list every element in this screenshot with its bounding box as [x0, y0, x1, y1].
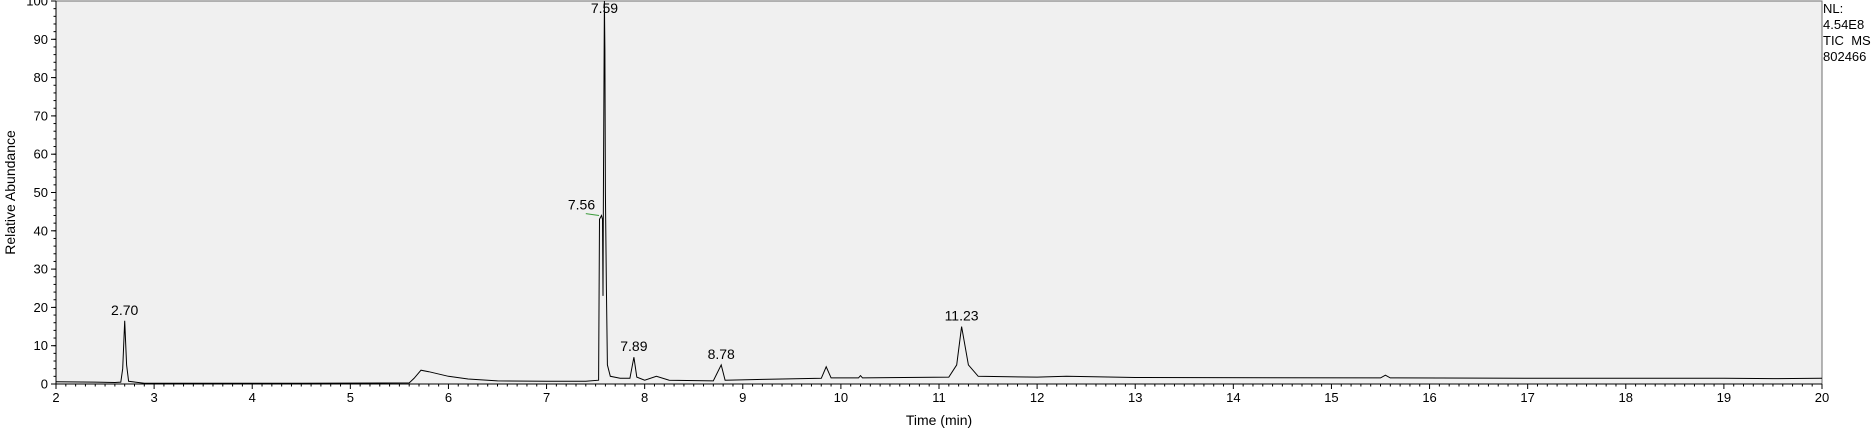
- y-tick-label: 30: [34, 262, 48, 277]
- x-tick-label: 9: [739, 390, 746, 405]
- y-tick-label: 80: [34, 70, 48, 85]
- x-axis: 2 3 4 5 6 7 8 9 10 11 12 13 14 15 16 17 18 19 20: [52, 383, 1829, 405]
- x-tick-label: 16: [1422, 390, 1436, 405]
- y-tick-label: 50: [34, 185, 48, 200]
- nl-label: NL:: [1823, 1, 1844, 16]
- x-tick-label: 15: [1324, 390, 1338, 405]
- y-axis-title: Relative Abundance: [2, 130, 18, 255]
- normalization-annotation: NL: 4.54E8 TIC MS 802466: [1823, 1, 1871, 65]
- x-tick-label: 10: [834, 390, 848, 405]
- peak-label: 7.89: [620, 338, 647, 354]
- x-axis-title: Time (min): [906, 412, 972, 428]
- shoulder-marker-line: [585, 213, 600, 216]
- x-tick-label: 2: [52, 390, 59, 405]
- plot-area: [55, 0, 1823, 385]
- x-tick-label: 8: [641, 390, 648, 405]
- peak-label: 8.78: [708, 346, 735, 362]
- x-tick-label: 5: [347, 390, 354, 405]
- y-tick-label: 10: [34, 338, 48, 353]
- sample-id: 802466: [1823, 49, 1867, 64]
- x-tick-label: 7: [543, 390, 550, 405]
- trace-detector: MS: [1851, 33, 1871, 48]
- x-tick-label: 4: [249, 390, 256, 405]
- x-tick-label: 20: [1815, 390, 1829, 405]
- x-tick-label: 17: [1520, 390, 1534, 405]
- x-tick-label: 6: [445, 390, 452, 405]
- y-tick-label: 90: [34, 32, 48, 47]
- y-tick-label: 0: [41, 377, 48, 392]
- x-tick-label: 12: [1030, 390, 1044, 405]
- y-tick-label: 20: [34, 300, 48, 315]
- trace-type: TIC: [1823, 33, 1844, 48]
- peak-label: 7.59: [591, 0, 618, 16]
- nl-value: 4.54E8: [1823, 17, 1865, 32]
- x-tick-label: 14: [1226, 390, 1240, 405]
- y-tick-label: 70: [34, 108, 48, 123]
- y-axis: 0 10 20 30 40 50 60 70 80 90 100: [26, 0, 57, 392]
- y-tick-label: 40: [34, 223, 48, 238]
- x-tick-label: 11: [932, 390, 946, 405]
- y-tick-label: 100: [26, 0, 48, 9]
- peak-label: 7.56: [568, 196, 595, 212]
- tic-trace-line: [55, 0, 1823, 384]
- peak-label: 11.23: [945, 308, 979, 324]
- x-tick-label: 19: [1717, 390, 1731, 405]
- x-tick-label: 18: [1619, 390, 1633, 405]
- y-tick-label: 60: [34, 147, 48, 162]
- x-tick-label: 3: [150, 390, 157, 405]
- x-tick-label: 13: [1128, 390, 1142, 405]
- trace-type-row: TIC MS: [1823, 33, 1871, 49]
- peak-labels: 2.70 7.56 7.59 7.89 8.78 11.23: [111, 0, 979, 362]
- peak-label: 2.70: [111, 302, 138, 318]
